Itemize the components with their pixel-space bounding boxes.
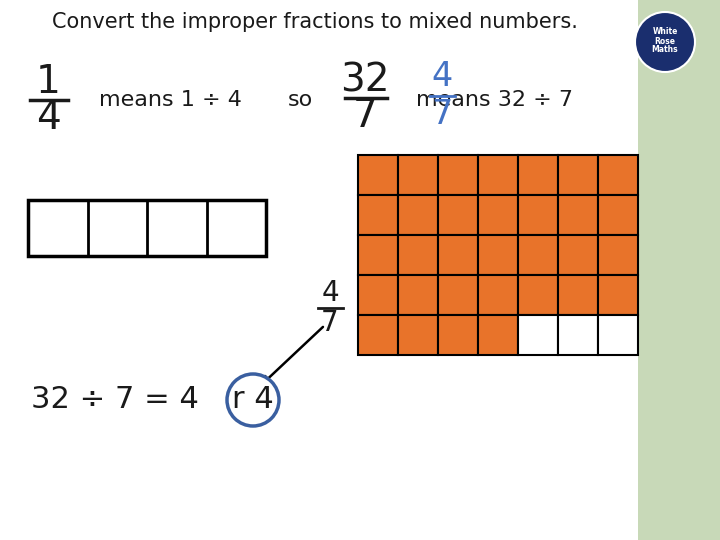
Bar bbox=[518, 195, 558, 235]
Bar bbox=[558, 235, 598, 275]
Bar bbox=[558, 155, 598, 195]
Bar bbox=[478, 235, 518, 275]
Bar bbox=[358, 195, 398, 235]
Text: 7: 7 bbox=[321, 309, 339, 337]
Text: Maths: Maths bbox=[652, 45, 678, 55]
Bar bbox=[518, 315, 558, 355]
Bar bbox=[398, 155, 438, 195]
Bar bbox=[398, 195, 438, 235]
Bar bbox=[398, 275, 438, 315]
Bar bbox=[598, 275, 638, 315]
Circle shape bbox=[227, 374, 279, 426]
Bar bbox=[638, 0, 720, 540]
Text: 7: 7 bbox=[431, 98, 453, 132]
Bar bbox=[478, 195, 518, 235]
Text: so: so bbox=[287, 90, 312, 110]
Bar bbox=[358, 275, 398, 315]
Bar bbox=[438, 155, 478, 195]
Text: 4: 4 bbox=[431, 60, 453, 93]
Bar bbox=[598, 315, 638, 355]
Bar bbox=[438, 315, 478, 355]
Bar bbox=[598, 195, 638, 235]
Text: 32 ÷ 7 = 4: 32 ÷ 7 = 4 bbox=[31, 386, 199, 415]
Bar bbox=[478, 275, 518, 315]
Bar bbox=[518, 235, 558, 275]
Bar bbox=[358, 155, 398, 195]
Text: 7: 7 bbox=[353, 97, 377, 135]
Bar bbox=[398, 235, 438, 275]
Text: 32: 32 bbox=[341, 61, 390, 99]
Circle shape bbox=[635, 12, 695, 72]
Bar bbox=[438, 235, 478, 275]
Text: means 1 ÷ 4: means 1 ÷ 4 bbox=[99, 90, 241, 110]
Bar bbox=[518, 275, 558, 315]
Text: 1: 1 bbox=[35, 63, 60, 101]
Bar bbox=[438, 195, 478, 235]
Bar bbox=[598, 155, 638, 195]
Text: r 4: r 4 bbox=[232, 386, 274, 415]
Bar bbox=[28, 200, 266, 256]
Bar bbox=[558, 195, 598, 235]
Bar bbox=[558, 315, 598, 355]
Bar bbox=[598, 235, 638, 275]
Bar bbox=[558, 275, 598, 315]
Bar bbox=[358, 315, 398, 355]
Bar bbox=[358, 235, 398, 275]
Text: 4: 4 bbox=[35, 99, 60, 137]
Bar bbox=[478, 315, 518, 355]
Bar bbox=[438, 275, 478, 315]
Text: 4: 4 bbox=[321, 279, 339, 307]
Text: White: White bbox=[652, 28, 678, 37]
Bar bbox=[478, 155, 518, 195]
Text: means 32 ÷ 7: means 32 ÷ 7 bbox=[416, 90, 574, 110]
Text: Rose: Rose bbox=[654, 37, 675, 45]
Bar bbox=[518, 155, 558, 195]
Bar bbox=[398, 315, 438, 355]
Text: Convert the improper fractions to mixed numbers.: Convert the improper fractions to mixed … bbox=[52, 12, 578, 32]
